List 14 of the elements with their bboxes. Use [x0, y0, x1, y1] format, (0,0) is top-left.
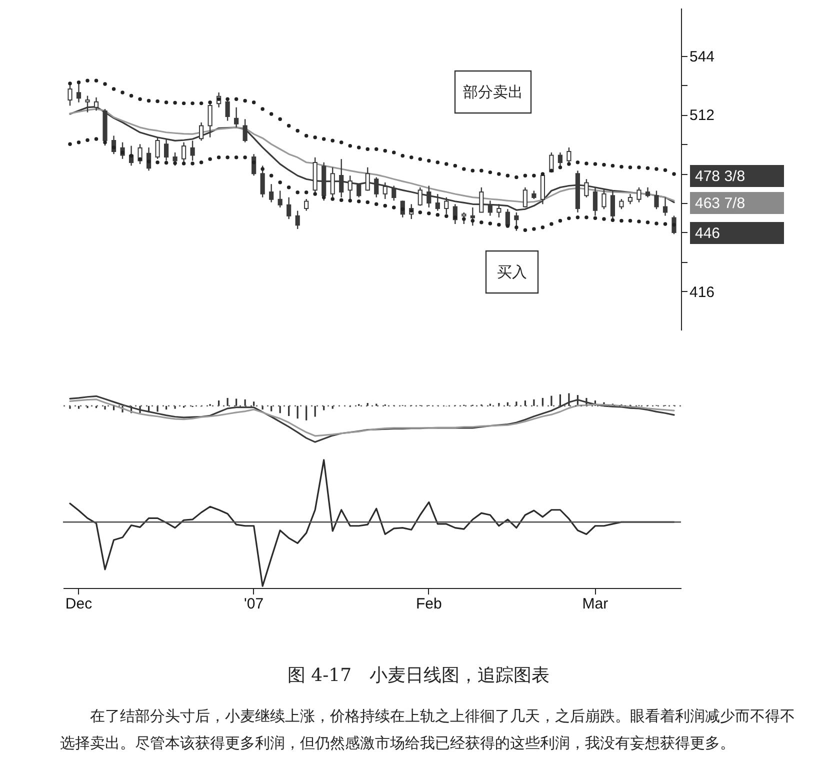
x-tick-label: Feb: [416, 596, 442, 612]
text: 463 7/8: [695, 195, 746, 212]
x-tick-label: '07: [244, 596, 264, 612]
x-tick-label: Dec: [65, 596, 93, 612]
annotation: 部分卖出: [463, 83, 523, 101]
annotation: 买入: [497, 263, 527, 281]
y-tick-label: 544: [690, 48, 715, 66]
y-tick-label: 512: [690, 107, 715, 124]
text: 446: [695, 225, 720, 242]
text: 图 4-17 小麦日线图，追踪图表: [286, 664, 551, 687]
text: 478 3/8: [695, 168, 746, 185]
text: 在了结部分头寸后，小麦继续上涨，价格持续在上轨之上徘徊了几天，之后崩跌。眼看着利润减少而不得不选择卖出。尽管本该获得更多利润，但仍然感激市场给我已经获得的这些利润，我没有妄想获得更多。: [60, 706, 796, 754]
y-tick-label: 416: [690, 284, 715, 301]
x-tick-label: Mar: [582, 596, 608, 612]
